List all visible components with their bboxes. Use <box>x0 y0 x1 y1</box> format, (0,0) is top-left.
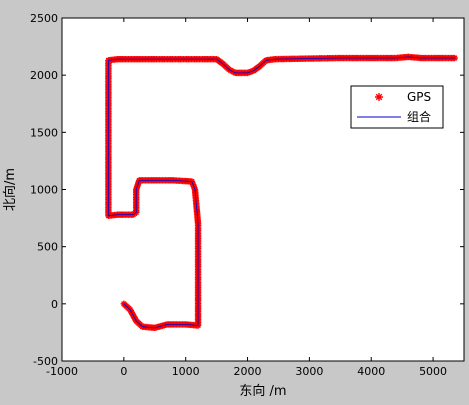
x-tick-label: 4000 <box>357 365 385 378</box>
gps-point <box>451 54 458 62</box>
plot-frame <box>61 17 465 362</box>
y-tick-label: 2500 <box>30 12 58 25</box>
y-tick-label: -500 <box>33 355 58 368</box>
y-tick-label: 0 <box>51 298 58 311</box>
legend-box <box>350 85 444 129</box>
plot-area <box>62 18 464 361</box>
chart-axes: -1000 0 1000 2000 3000 4000 5000 -500 0 500 1000 15… <box>2 12 464 399</box>
x-tick-label: 1000 <box>172 365 200 378</box>
integrated-line <box>107 56 455 329</box>
y-tick-label: 1500 <box>30 126 58 139</box>
chart-marks <box>105 53 458 332</box>
chart-legend: GPS 组合 <box>350 85 444 129</box>
legend-gps-marker <box>375 93 383 101</box>
legend-entry-label: GPS <box>407 90 431 104</box>
x-axis-label: 东向 /m <box>239 383 286 399</box>
x-tick-label: 3000 <box>295 365 323 378</box>
x-tick-label: -1000 <box>46 365 78 378</box>
x-tick-label: 0 <box>120 365 127 378</box>
x-tick-label: 2000 <box>234 365 262 378</box>
y-axis-label: 北向/m <box>2 168 18 211</box>
y-tick-label: 2000 <box>30 69 58 82</box>
x-tick-label: 5000 <box>419 365 447 378</box>
y-tick-label: 500 <box>37 241 58 254</box>
legend-entry-label: 组合 <box>407 109 431 124</box>
y-tick-label: 1000 <box>30 184 58 197</box>
